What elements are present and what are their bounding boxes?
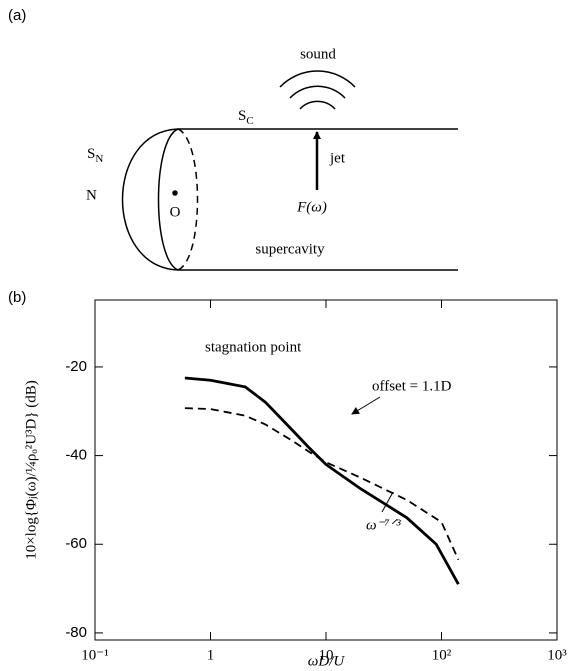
label: N — [86, 187, 97, 203]
annotation-leader — [381, 491, 394, 513]
x-tick-label: 10⁻¹ — [81, 647, 108, 663]
x-tick-label: 1 — [207, 647, 215, 663]
x-axis-label: ωD/U — [308, 653, 346, 669]
x-tick-label: 10 — [319, 647, 334, 663]
label: jet — [329, 150, 346, 166]
panel-label: (a) — [8, 7, 26, 24]
nose — [121, 128, 179, 271]
y-tick-label: -20 — [65, 358, 87, 375]
label: S — [87, 146, 95, 162]
panel-label: (b) — [8, 289, 26, 306]
plot-frame — [94, 299, 558, 641]
y-tick-label: -60 — [65, 535, 87, 552]
diagram — [121, 70, 458, 271]
y-axis-label: 10×log{Φⱼ(ω)/¼ρₒ²U³D} (dB) — [23, 380, 39, 560]
label: SC — [238, 108, 254, 126]
label-sub: C — [246, 115, 253, 127]
annotation: offset = 1.1D — [372, 378, 452, 394]
label: sound — [300, 46, 336, 62]
annotation: stagnation point — [205, 339, 302, 355]
annotation: ω⁻⁷ᐟ³ — [366, 517, 401, 533]
line — [184, 376, 460, 585]
point-o — [172, 190, 178, 196]
label: F(ω) — [296, 199, 327, 215]
sound-wave — [279, 70, 356, 88]
x-tick-label: 10² — [432, 647, 452, 663]
annotation-arrow — [351, 396, 381, 415]
line — [184, 407, 460, 561]
label: SN — [87, 146, 103, 164]
label: supercavity — [255, 241, 325, 257]
disk-front — [157, 128, 179, 271]
y-tick-label: -80 — [65, 624, 87, 641]
label-sub: N — [95, 153, 103, 165]
x-tick-label: 10³ — [547, 647, 567, 663]
disk-back — [177, 128, 199, 271]
label: O — [170, 204, 181, 220]
label: S — [238, 108, 246, 124]
y-tick-label: -40 — [65, 447, 87, 464]
sound-wave — [299, 100, 336, 110]
sound-wave — [289, 85, 346, 99]
